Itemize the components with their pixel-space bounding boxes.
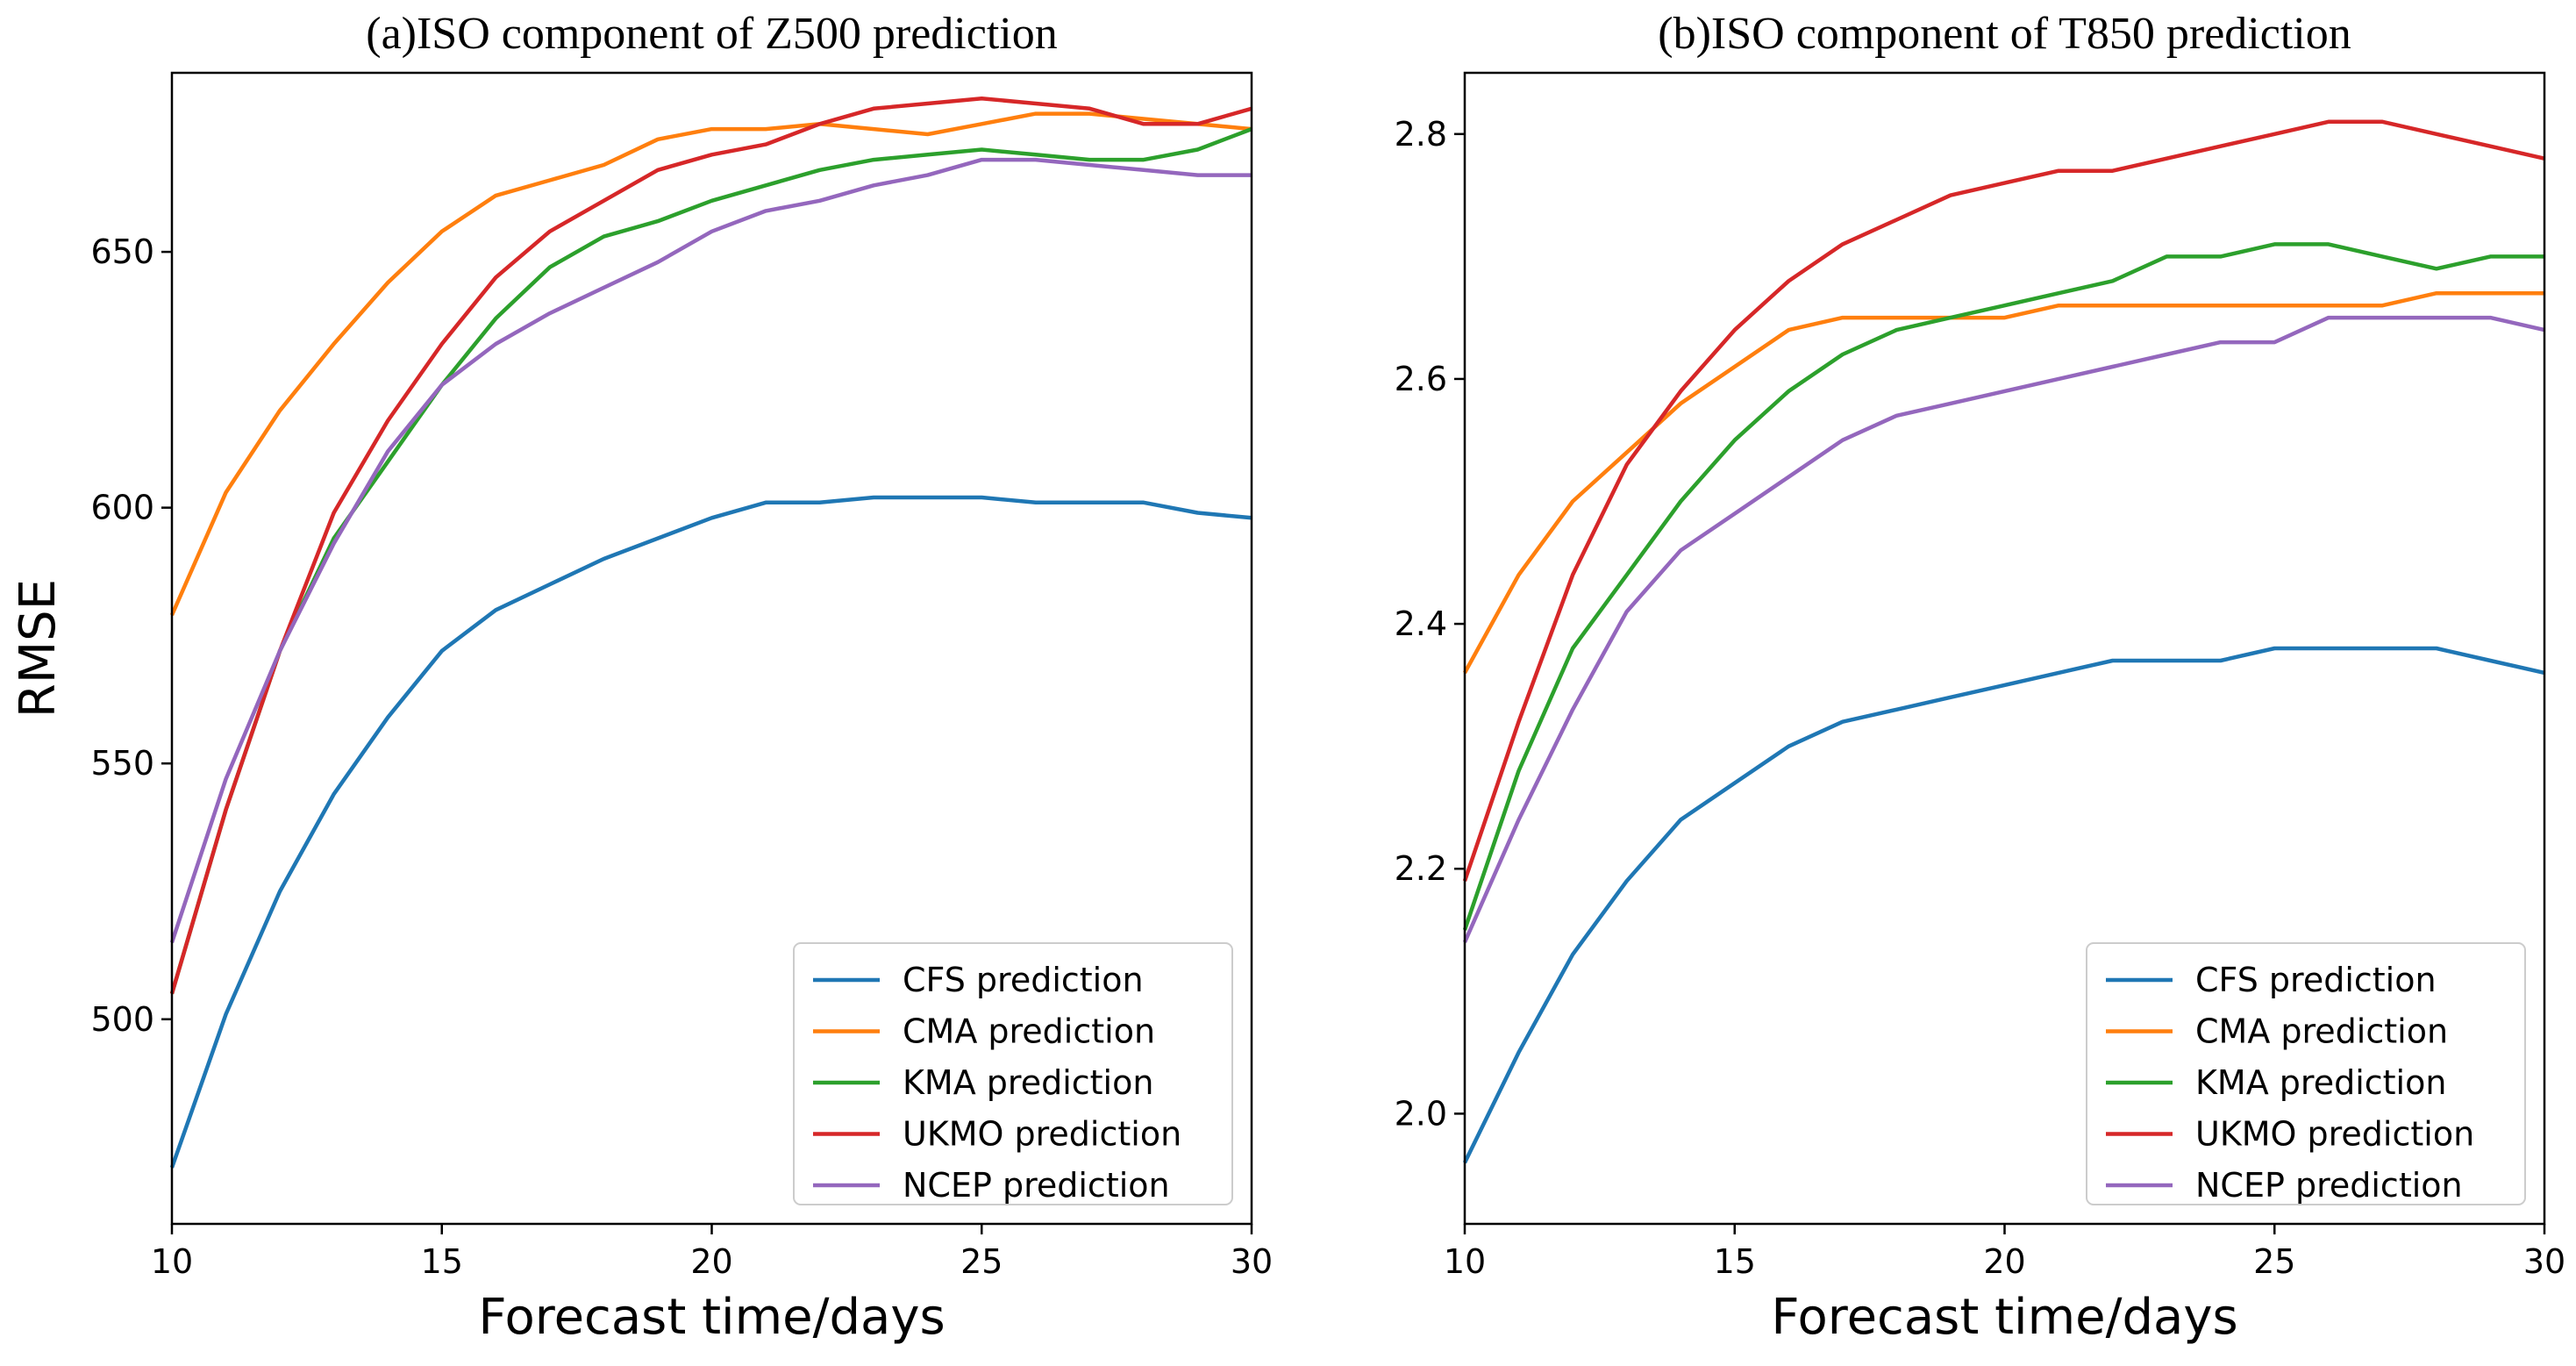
series-line-cfs bbox=[1462, 646, 2545, 1164]
series-line-cfs bbox=[169, 495, 1252, 1169]
y-tick-label: 550 bbox=[90, 744, 154, 783]
x-tick-label: 20 bbox=[690, 1242, 732, 1281]
x-tick-label: 10 bbox=[1444, 1242, 1486, 1281]
legend-label: CMA prediction bbox=[2195, 1012, 2448, 1051]
y-tick-label: 2.0 bbox=[1395, 1094, 1447, 1133]
legend-box bbox=[2086, 942, 2526, 1205]
series-line-ncep bbox=[1462, 315, 2545, 943]
legend: CFS prediction CMA prediction KMA predicti… bbox=[2086, 942, 2526, 1205]
x-axis-label: Forecast time/days bbox=[1771, 1289, 2237, 1346]
x-tick-label: 15 bbox=[1714, 1242, 1756, 1281]
x-tick-label: 25 bbox=[2253, 1242, 2295, 1281]
legend: CFS prediction CMA prediction KMA predicti… bbox=[793, 942, 1233, 1205]
legend-label: UKMO prediction bbox=[2195, 1115, 2474, 1154]
x-tick-label: 20 bbox=[1983, 1242, 2025, 1281]
legend-box bbox=[793, 942, 1233, 1205]
x-tick-label: 30 bbox=[1231, 1242, 1273, 1281]
y-tick-label: 500 bbox=[90, 1000, 154, 1039]
y-axis-label: RMSE bbox=[10, 579, 67, 718]
y-tick-label: 2.2 bbox=[1395, 849, 1447, 888]
series-line-kma bbox=[169, 126, 1252, 995]
legend-label: NCEP prediction bbox=[903, 1166, 1170, 1205]
series-line-cma bbox=[169, 111, 1252, 617]
y-tick-label: 600 bbox=[90, 489, 154, 527]
chart-title: (b)ISO component of T850 prediction bbox=[1658, 9, 2351, 59]
legend-label: CMA prediction bbox=[903, 1012, 1155, 1051]
series-line-kma bbox=[1462, 242, 2544, 931]
x-tick-label: 15 bbox=[421, 1242, 463, 1281]
panel-b: (b)ISO component of T850 prediction 10 15 2… bbox=[1395, 9, 2566, 1346]
x-tick-label: 30 bbox=[2523, 1242, 2565, 1281]
series-line-cma bbox=[1463, 290, 2544, 674]
x-tick-label: 25 bbox=[960, 1242, 1003, 1281]
y-tick-label: 2.8 bbox=[1395, 115, 1447, 154]
y-tick-label: 2.4 bbox=[1395, 604, 1447, 643]
legend-label: UKMO prediction bbox=[903, 1115, 1181, 1154]
legend-label: CFS prediction bbox=[903, 961, 1144, 999]
y-tick-label: 2.6 bbox=[1395, 360, 1447, 398]
x-axis-label: Forecast time/days bbox=[478, 1289, 945, 1346]
legend-label: KMA prediction bbox=[903, 1063, 1153, 1102]
series-line-ncep bbox=[169, 157, 1252, 944]
legend-label: KMA prediction bbox=[2195, 1063, 2446, 1102]
series-line-ukmo bbox=[1462, 119, 2545, 882]
legend-label: CFS prediction bbox=[2195, 961, 2437, 999]
legend-label: NCEP prediction bbox=[2195, 1166, 2463, 1205]
panel-a: (a)ISO component of Z500 prediction 10 15 2… bbox=[10, 9, 1273, 1346]
chart-title: (a)ISO component of Z500 prediction bbox=[366, 9, 1057, 59]
series-line-ukmo bbox=[169, 96, 1252, 995]
x-tick-label: 10 bbox=[151, 1242, 193, 1281]
y-tick-label: 650 bbox=[90, 232, 154, 271]
